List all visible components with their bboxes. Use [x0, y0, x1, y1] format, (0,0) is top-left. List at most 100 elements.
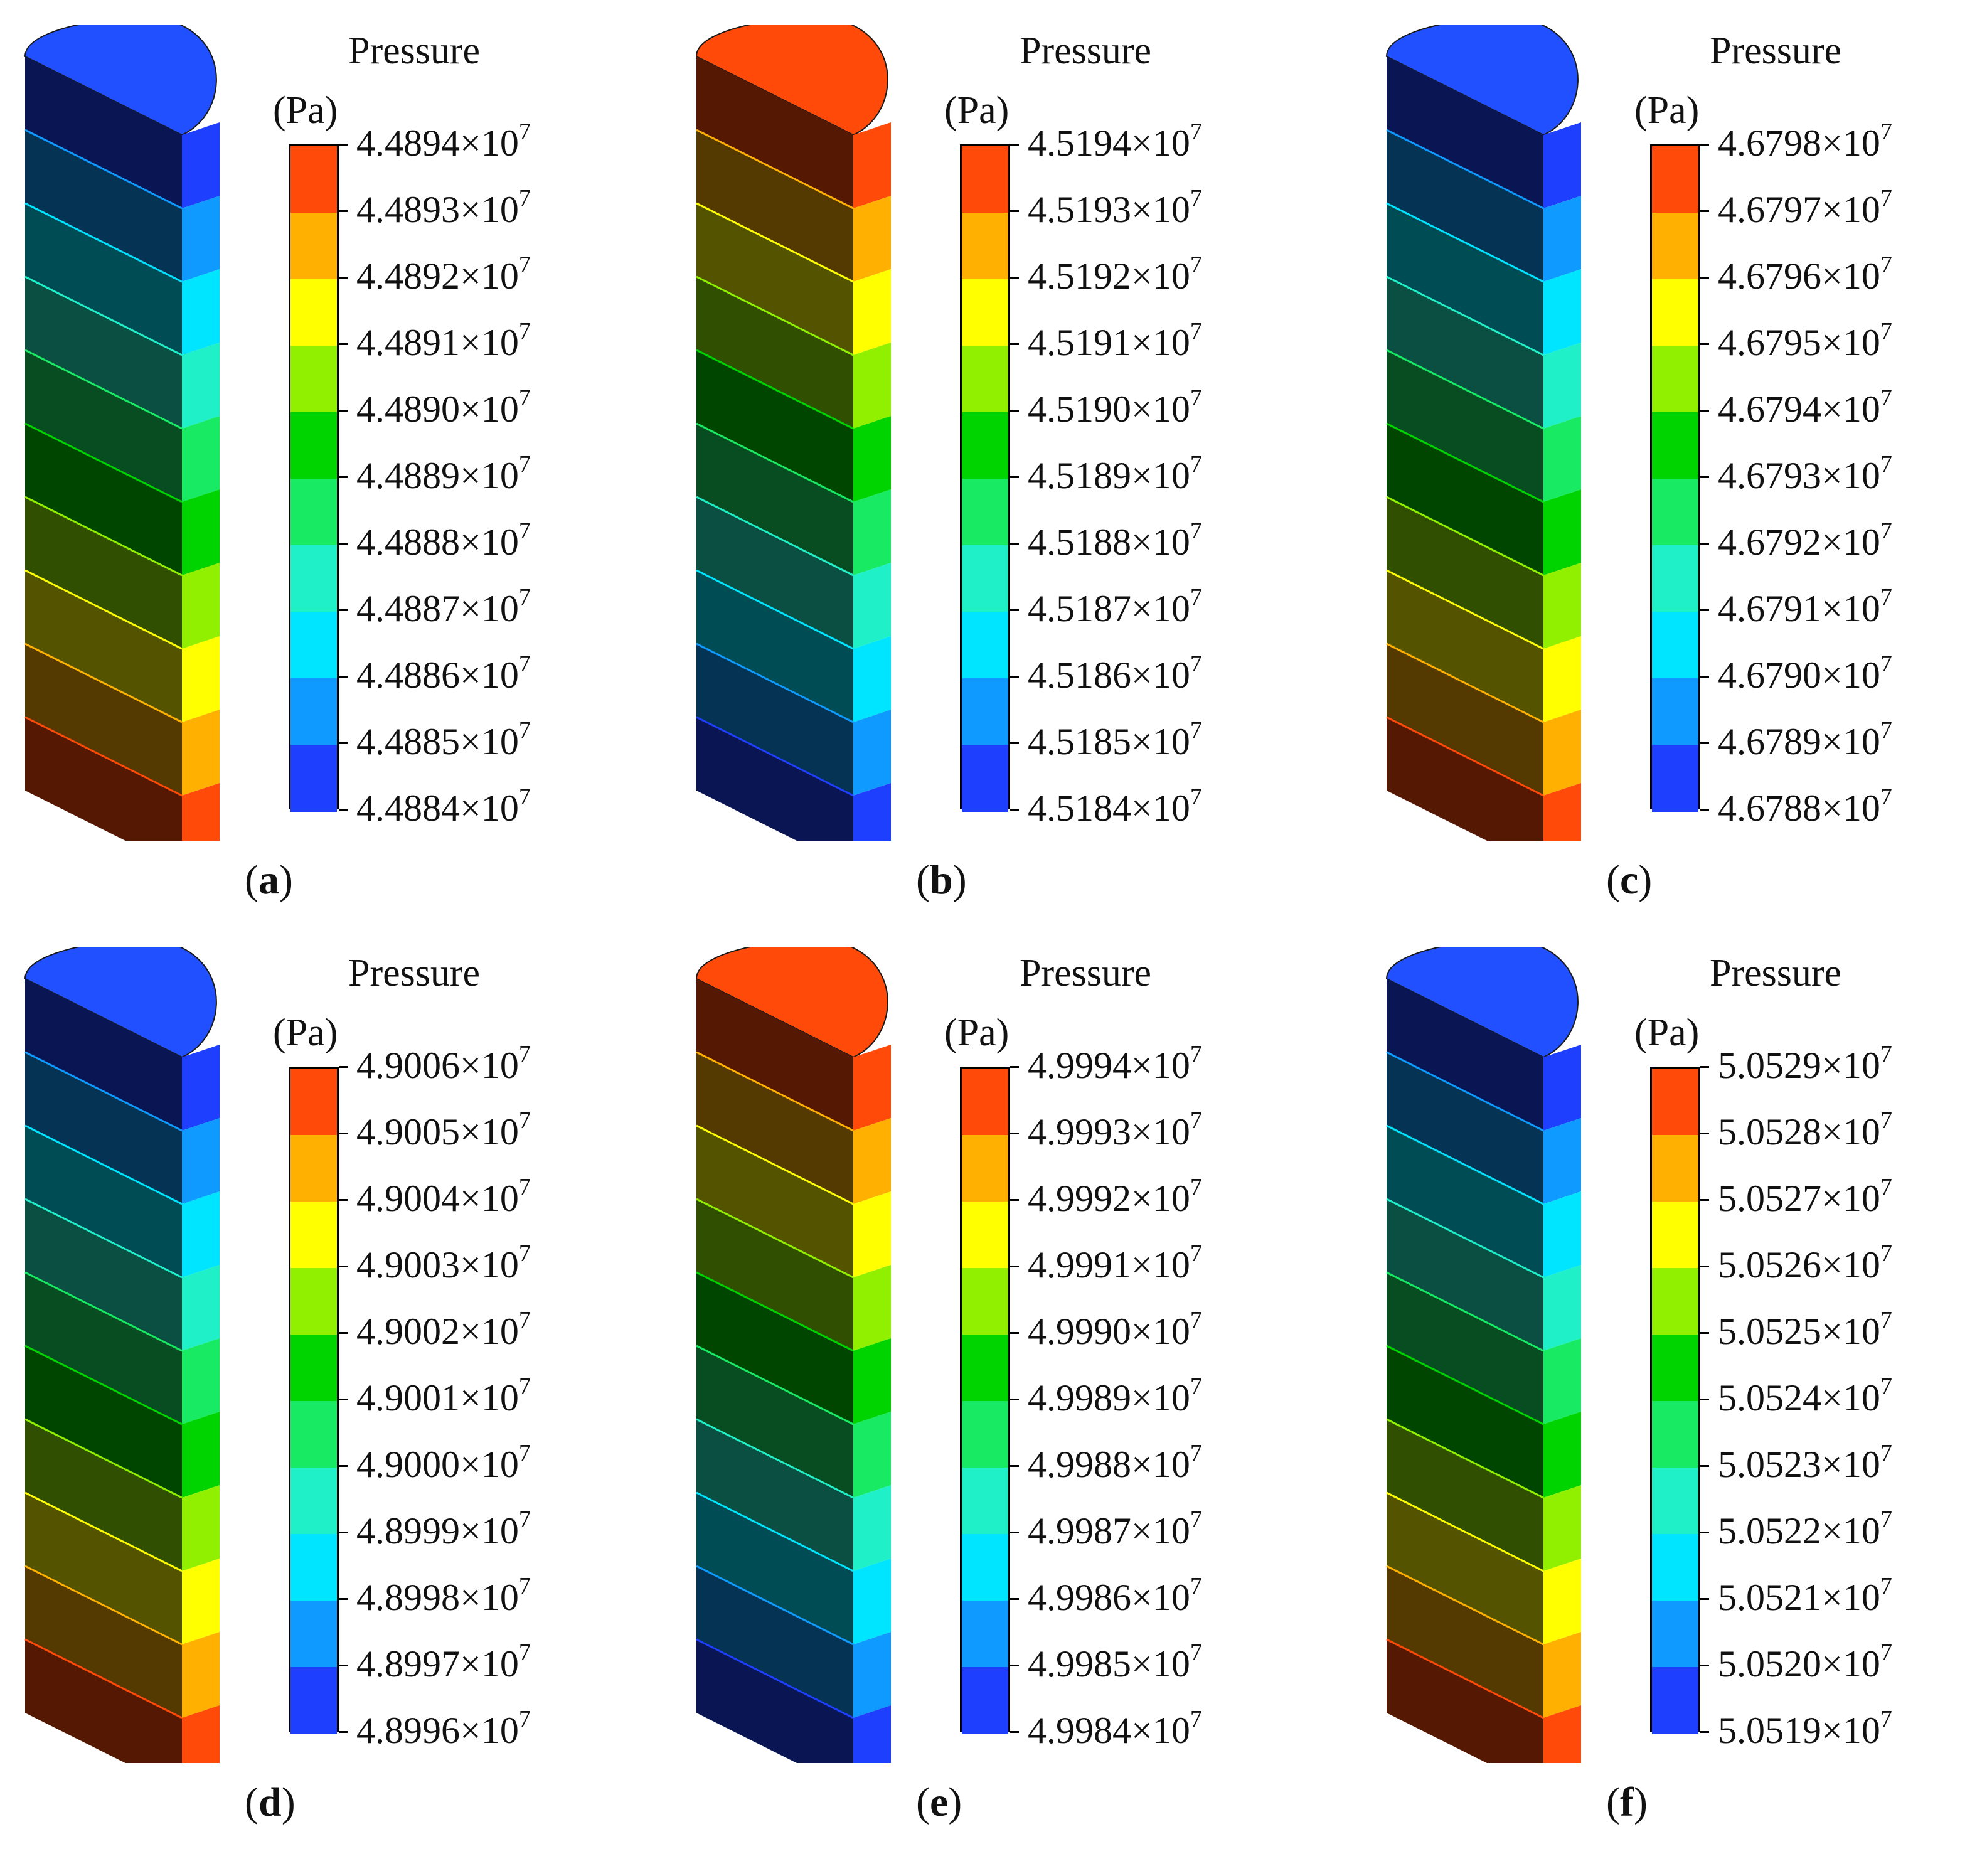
side-band	[853, 1412, 891, 1498]
contour-line	[1386, 129, 1544, 210]
colorbar-swatch	[1652, 346, 1698, 413]
front-band	[696, 56, 853, 208]
side-band	[853, 416, 891, 502]
front-band	[1387, 203, 1543, 355]
front-band	[25, 1566, 182, 1718]
colorbar-tick-label: 4.4891×107	[356, 318, 531, 363]
panel-b: Pressure (Pa) 4.5194×107 4.5193×107 4.5192×1…	[690, 25, 1349, 954]
front-band	[25, 570, 182, 722]
panel-c: Pressure (Pa) 4.6798×107 4.6797×107 4.6796×1…	[1380, 25, 1987, 954]
front-band	[25, 56, 182, 208]
colorbar-tick-label: 4.9004×107	[356, 1174, 531, 1219]
front-band	[1387, 350, 1543, 502]
contour-line	[1386, 1565, 1544, 1646]
contour-line	[24, 569, 183, 650]
colorbar-tick-label: 5.0529×107	[1718, 1041, 1892, 1086]
colorbar-swatch	[290, 146, 337, 213]
side-band	[853, 122, 891, 208]
top-cap	[695, 947, 888, 1058]
side-band	[182, 416, 220, 502]
front-band	[696, 1052, 853, 1204]
contour-line	[1386, 569, 1544, 650]
half-cylinder-model	[24, 947, 220, 1763]
half-cylinder-model	[24, 25, 220, 841]
colorbar-tick-label: 4.6788×107	[1718, 784, 1892, 829]
colorbar-swatch	[1652, 1268, 1698, 1335]
front-band	[1387, 1566, 1543, 1718]
colorbar-tick	[1010, 809, 1019, 811]
colorbar-swatch	[1652, 612, 1698, 679]
colorbar-tick	[1700, 1332, 1709, 1334]
side-band	[1543, 636, 1581, 722]
side-band	[853, 196, 891, 282]
colorbar-tick	[339, 609, 348, 611]
front-band	[25, 1199, 182, 1351]
colorbar-swatch	[1652, 279, 1698, 346]
contour-line	[1386, 716, 1544, 797]
colorbar-tick	[1700, 609, 1709, 611]
colorbar-tick	[1010, 1266, 1019, 1267]
colorbar-tick	[339, 1133, 348, 1134]
legend-unit: (Pa)	[1634, 1011, 1700, 1054]
colorbar-tick-label: 4.9001×107	[356, 1373, 531, 1419]
colorbar-tick-label: 4.9993×107	[1028, 1107, 1202, 1153]
panel-label: (f)	[1606, 1779, 1648, 1825]
front-band	[1387, 1199, 1543, 1351]
legend-title: Pressure	[348, 29, 481, 72]
front-band	[1387, 1272, 1543, 1424]
colorbar-tick	[1700, 809, 1709, 811]
colorbar-tick-label: 4.6790×107	[1718, 651, 1892, 696]
colorbar-swatch	[290, 1601, 337, 1668]
colorbar-tick-label: 4.9006×107	[356, 1041, 531, 1086]
colorbar-swatch	[290, 479, 337, 546]
side-band	[853, 1632, 891, 1718]
top-cap	[1385, 947, 1579, 1058]
colorbar-tick-label: 5.0522×107	[1718, 1506, 1892, 1552]
front-band	[696, 570, 853, 722]
side-band	[1543, 1559, 1581, 1644]
side-band	[182, 1265, 220, 1351]
colorbar-tick-label: 4.5188×107	[1028, 518, 1202, 563]
front-band	[25, 130, 182, 282]
colorbar	[289, 144, 339, 812]
colorbar-tick	[339, 410, 348, 412]
front-band	[1387, 424, 1543, 575]
colorbar-tick-label: 4.4889×107	[356, 451, 531, 496]
front-band	[1387, 1419, 1543, 1571]
colorbar-swatch	[962, 1667, 1008, 1734]
colorbar-swatch	[1652, 146, 1698, 213]
colorbar-swatch	[962, 346, 1008, 413]
colorbar	[960, 144, 1010, 812]
contour-line	[1386, 1271, 1544, 1352]
colorbar-tick-label: 4.5189×107	[1028, 451, 1202, 496]
front-band	[1387, 1052, 1543, 1204]
colorbar-tick-label: 4.4884×107	[356, 784, 531, 829]
contour-line	[24, 1418, 183, 1499]
colorbar-swatch	[962, 1069, 1008, 1136]
colorbar-tick-label: 4.9986×107	[1028, 1573, 1202, 1618]
colorbar-tick	[1700, 343, 1709, 345]
colorbar-swatch	[962, 1335, 1008, 1402]
front-band	[696, 717, 853, 841]
colorbar-tick-label: 4.5192×107	[1028, 252, 1202, 297]
front-band	[25, 1052, 182, 1204]
colorbar-swatch	[1652, 1135, 1698, 1202]
legend-unit: (Pa)	[944, 1011, 1009, 1054]
colorbar-swatch	[290, 1534, 337, 1601]
colorbar-tick	[339, 1532, 348, 1533]
colorbar-tick-label: 4.8998×107	[356, 1573, 531, 1618]
colorbar-swatch	[1652, 1202, 1698, 1269]
colorbar-tick-label: 4.8996×107	[356, 1706, 531, 1751]
front-band	[696, 979, 853, 1131]
colorbar-tick	[1700, 1731, 1709, 1733]
front-band	[25, 1639, 182, 1763]
colorbar-swatch	[1652, 1401, 1698, 1468]
contour-line	[24, 716, 183, 797]
colorbar-tick	[339, 210, 348, 212]
contour-line	[24, 1124, 183, 1205]
colorbar-tick	[1010, 343, 1019, 345]
colorbar-tick-label: 4.9005×107	[356, 1107, 531, 1153]
legend-title: Pressure	[1020, 952, 1152, 994]
colorbar-tick-label: 4.4885×107	[356, 717, 531, 762]
colorbar-tick	[1700, 543, 1709, 545]
